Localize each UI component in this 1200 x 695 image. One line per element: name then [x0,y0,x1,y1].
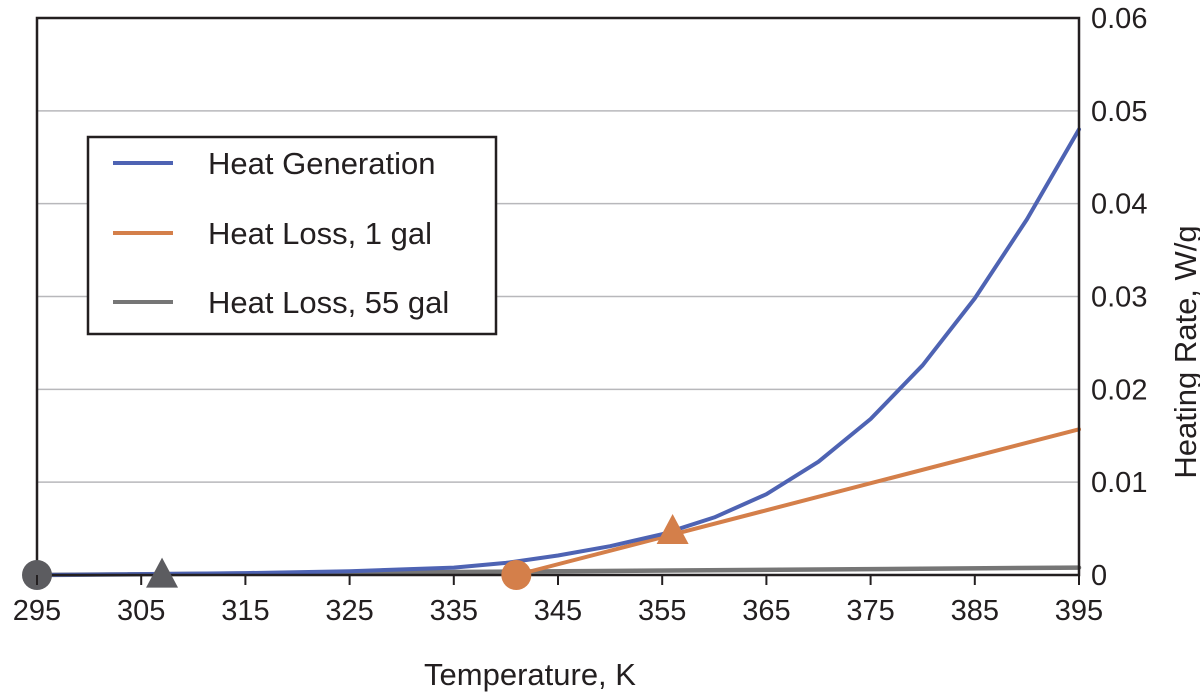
y-tick-label: 0.04 [1091,189,1147,221]
legend-label-heat-loss-1-gal: Heat Loss, 1 gal [208,216,432,251]
x-tick-label: 385 [951,595,999,627]
y-tick-label: 0.05 [1091,96,1147,128]
x-axis-ticks: 295 305 315 325 335 345 355 365 375 385 395 [13,575,1103,627]
x-tick-label: 335 [430,595,478,627]
y-tick-label: 0.01 [1091,467,1147,499]
marker-triangle [656,513,689,544]
x-tick-label: 355 [638,595,686,627]
x-tick-label: 325 [325,595,373,627]
legend-label-heat-loss-55-gal: Heat Loss, 55 gal [208,285,449,320]
y-axis-ticks: 0 0.01 0.02 0.03 0.04 0.05 0.06 [1091,3,1147,592]
legend-label-heat-generation: Heat Generation [208,146,435,181]
x-tick-label: 395 [1055,595,1103,627]
x-tick-label: 315 [221,595,269,627]
x-tick-label: 345 [534,595,582,627]
y-tick-label: 0 [1091,560,1107,592]
x-axis-title: Temperature, K [424,657,636,692]
marker-circle [501,560,532,590]
x-tick-label: 295 [13,595,61,627]
y-axis-title: Heating Rate, W/g [1168,225,1200,478]
y-tick-label: 0.02 [1091,374,1147,406]
x-tick-label: 305 [117,595,165,627]
y-tick-label: 0.03 [1091,282,1147,314]
y-tick-label: 0.06 [1091,3,1147,35]
x-tick-label: 375 [846,595,894,627]
legend: Heat Generation Heat Loss, 1 gal Heat Lo… [86,135,498,336]
marker-triangle [146,557,179,588]
series-line-heat-loss-1-gal [514,427,1081,577]
x-tick-label: 365 [742,595,790,627]
markers [22,513,689,590]
